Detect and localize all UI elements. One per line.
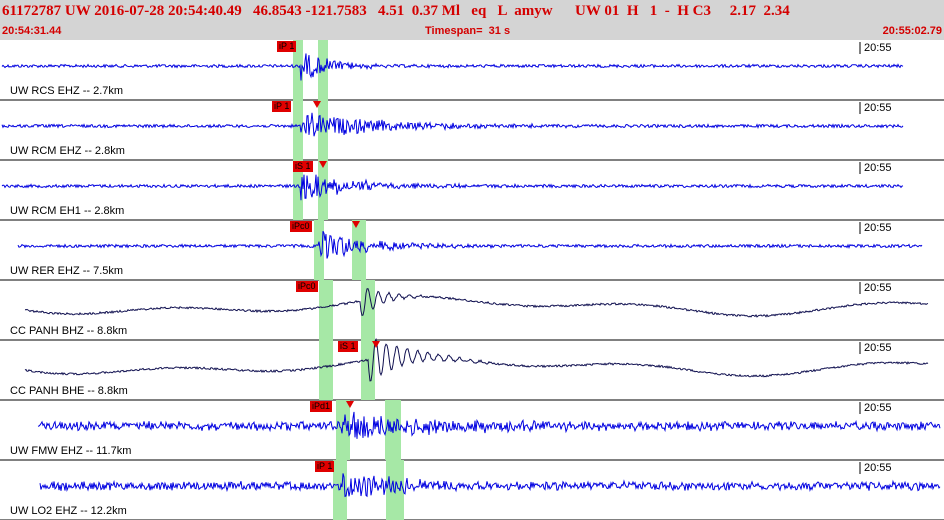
pick-window <box>361 280 375 340</box>
pick-window <box>319 340 333 400</box>
trace-label: CC PANH BHE -- 8.8km <box>10 385 128 397</box>
phase-pick-flag[interactable]: iP 1 <box>277 41 297 52</box>
phase-pick-flag[interactable]: iPd1 <box>310 401 333 412</box>
waveform <box>1 53 904 81</box>
pick-marker-icon <box>346 401 354 408</box>
pick-window <box>293 40 303 100</box>
trace-row[interactable] <box>0 220 944 281</box>
waveform <box>17 230 923 259</box>
pick-window <box>319 280 333 340</box>
event-summary: 61172787 UW 2016-07-28 20:54:40.49 46.85… <box>2 3 790 19</box>
waveform <box>1 174 904 201</box>
pick-window <box>361 340 375 400</box>
pick-window <box>293 160 303 220</box>
phase-pick-flag[interactable]: iS 1 <box>293 161 313 172</box>
trace-row[interactable] <box>0 100 944 161</box>
phase-pick-flag[interactable]: iS 1 <box>338 341 358 352</box>
trace-label: UW RER EHZ -- 7.5km <box>10 265 124 277</box>
trace-time-mark: 20:55 <box>864 282 892 294</box>
trace-time-mark: 20:55 <box>864 342 892 354</box>
pick-window <box>293 100 303 160</box>
trace-row[interactable] <box>0 40 944 101</box>
start-time: 20:54:31.44 <box>2 25 62 37</box>
trace-label: CC PANH BHZ -- 8.8km <box>10 325 128 337</box>
waveform <box>39 473 941 498</box>
trace-row[interactable] <box>0 280 944 341</box>
pick-marker-icon <box>319 161 327 168</box>
trace-row[interactable] <box>0 400 944 461</box>
trace-time-mark: 20:55 <box>864 162 892 174</box>
pick-window <box>318 40 328 100</box>
waveform <box>37 411 941 439</box>
end-time: 20:55:02.79 <box>882 25 942 37</box>
trace-time-mark: 20:55 <box>864 102 892 114</box>
trace-label: UW LO2 EHZ -- 12.2km <box>10 505 127 517</box>
trace-time-mark: 20:55 <box>864 462 892 474</box>
phase-pick-flag[interactable]: iPc0 <box>290 221 312 232</box>
trace-label: UW RCS EHZ -- 2.7km <box>10 85 124 97</box>
phase-pick-flag[interactable]: iP 1 <box>315 461 335 472</box>
trace-row[interactable] <box>0 460 944 520</box>
trace-label: UW RCM EHZ -- 2.8km <box>10 145 125 157</box>
pick-marker-icon <box>313 101 321 108</box>
pick-window <box>314 220 324 280</box>
pick-window <box>318 100 328 160</box>
trace-time-mark: 20:55 <box>864 222 892 234</box>
pick-window <box>318 160 328 220</box>
pick-marker-icon <box>372 341 380 348</box>
trace-row[interactable] <box>0 337 944 401</box>
pick-window <box>336 400 350 460</box>
waveform <box>24 288 929 318</box>
trace-label: UW RCM EH1 -- 2.8km <box>10 205 125 217</box>
phase-pick-flag[interactable]: iP 1 <box>272 101 292 112</box>
pick-marker-icon <box>352 221 360 228</box>
waveform <box>24 337 929 382</box>
trace-time-mark: 20:55 <box>864 402 892 414</box>
trace-label: UW FMW EHZ -- 11.7km <box>10 445 132 457</box>
event-header: 61172787 UW 2016-07-28 20:54:40.49 46.85… <box>0 0 944 40</box>
timespan: Timespan= 31 s <box>425 25 511 37</box>
trace-time-mark: 20:55 <box>864 42 892 54</box>
trace-row[interactable] <box>0 160 944 221</box>
waveform <box>1 112 904 137</box>
phase-pick-flag[interactable]: iPc0 <box>296 281 318 292</box>
